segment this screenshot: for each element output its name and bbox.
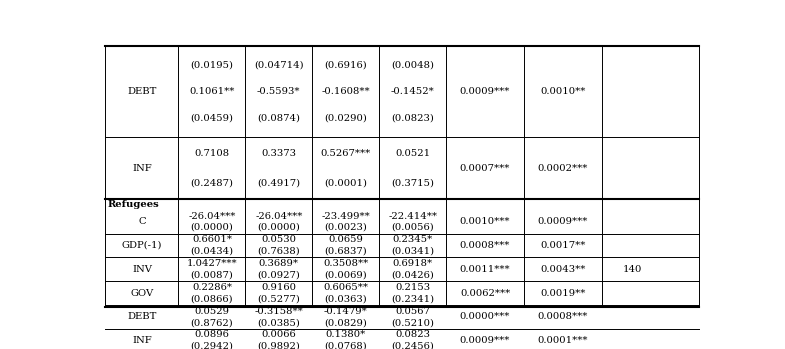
Text: 0.0567: 0.0567 <box>395 307 430 315</box>
Text: 0.6065**: 0.6065** <box>323 283 368 292</box>
Text: (0.0056): (0.0056) <box>391 223 434 232</box>
Text: (0.2341): (0.2341) <box>391 294 434 303</box>
Text: GDP(-1): GDP(-1) <box>122 241 162 250</box>
Text: 0.0066: 0.0066 <box>261 331 296 340</box>
Text: (0.0290): (0.0290) <box>324 113 367 122</box>
Text: (0.0000): (0.0000) <box>257 223 300 232</box>
Text: 0.0008***: 0.0008*** <box>460 241 510 250</box>
Text: 0.0896: 0.0896 <box>195 331 229 340</box>
Text: (0.5210): (0.5210) <box>391 318 434 327</box>
Text: 1.0427***: 1.0427*** <box>187 259 237 268</box>
Text: GOV: GOV <box>130 289 154 298</box>
Text: 0.0002***: 0.0002*** <box>538 164 588 173</box>
Text: C: C <box>138 217 146 226</box>
Text: 0.0659: 0.0659 <box>328 235 363 244</box>
Text: 0.1061**: 0.1061** <box>189 87 235 96</box>
Text: (0.0048): (0.0048) <box>391 61 434 69</box>
Text: DEBT: DEBT <box>127 87 157 96</box>
Text: -26.04***: -26.04*** <box>255 211 302 221</box>
Text: (0.5277): (0.5277) <box>257 294 300 303</box>
Text: 0.6601*: 0.6601* <box>192 235 232 244</box>
Text: 0.0530: 0.0530 <box>261 235 296 244</box>
Text: 0.0017**: 0.0017** <box>540 241 586 250</box>
Text: 0.5267***: 0.5267*** <box>320 149 371 158</box>
Text: (0.0385): (0.0385) <box>257 318 300 327</box>
Text: 0.0010**: 0.0010** <box>540 87 586 96</box>
Text: (0.0001): (0.0001) <box>324 179 367 187</box>
Text: (0.2487): (0.2487) <box>191 179 233 187</box>
Text: 0.0062***: 0.0062*** <box>460 289 510 298</box>
Text: -0.1452*: -0.1452* <box>391 87 435 96</box>
Text: 0.3373: 0.3373 <box>261 149 296 158</box>
Text: 0.0007***: 0.0007*** <box>460 164 510 173</box>
Text: 0.1380*: 0.1380* <box>326 331 366 340</box>
Text: 0.9160: 0.9160 <box>261 283 296 292</box>
Text: 0.7108: 0.7108 <box>195 149 229 158</box>
Text: 0.0529: 0.0529 <box>195 307 229 315</box>
Text: (0.0829): (0.0829) <box>324 318 367 327</box>
Text: 0.0000***: 0.0000*** <box>460 312 510 321</box>
Text: (0.0000): (0.0000) <box>191 223 233 232</box>
Text: INV: INV <box>132 265 152 274</box>
Text: 0.0010***: 0.0010*** <box>460 217 510 226</box>
Text: (0.0874): (0.0874) <box>257 113 301 122</box>
Text: (0.0426): (0.0426) <box>391 270 434 280</box>
Text: 0.2153: 0.2153 <box>395 283 430 292</box>
Text: (0.04714): (0.04714) <box>254 61 304 69</box>
Text: (0.6916): (0.6916) <box>324 61 367 69</box>
Text: (0.3715): (0.3715) <box>391 179 434 187</box>
Text: (0.6837): (0.6837) <box>324 247 367 256</box>
Text: (0.4917): (0.4917) <box>257 179 301 187</box>
Text: 0.2345*: 0.2345* <box>392 235 433 244</box>
Text: -0.3158**: -0.3158** <box>254 307 303 315</box>
Text: 0.2286*: 0.2286* <box>192 283 232 292</box>
Text: (0.0069): (0.0069) <box>324 270 367 280</box>
Text: (0.0341): (0.0341) <box>391 247 434 256</box>
Text: (0.7638): (0.7638) <box>257 247 300 256</box>
Text: (0.0087): (0.0087) <box>191 270 233 280</box>
Text: (0.0823): (0.0823) <box>391 113 434 122</box>
Text: -22.414**: -22.414** <box>388 211 437 221</box>
Text: (0.8762): (0.8762) <box>191 318 233 327</box>
Text: 0.0011***: 0.0011*** <box>460 265 510 274</box>
Text: 140: 140 <box>623 265 642 274</box>
Text: (0.2456): (0.2456) <box>391 342 434 349</box>
Text: 0.0043**: 0.0043** <box>540 265 586 274</box>
Text: INF: INF <box>132 336 152 345</box>
Text: INF: INF <box>132 164 152 173</box>
Text: 0.3508**: 0.3508** <box>323 259 368 268</box>
Text: (0.0023): (0.0023) <box>324 223 367 232</box>
Text: (0.2942): (0.2942) <box>191 342 233 349</box>
Text: (0.0866): (0.0866) <box>191 294 233 303</box>
Text: -0.1479*: -0.1479* <box>324 307 367 315</box>
Text: (0.0927): (0.0927) <box>257 270 300 280</box>
Text: 0.0823: 0.0823 <box>395 331 430 340</box>
Text: (0.0434): (0.0434) <box>190 247 233 256</box>
Text: (0.9892): (0.9892) <box>257 342 300 349</box>
Text: 0.0001***: 0.0001*** <box>538 336 588 345</box>
Text: -0.5593*: -0.5593* <box>257 87 301 96</box>
Text: 0.0019**: 0.0019** <box>540 289 586 298</box>
Text: (0.0363): (0.0363) <box>324 294 367 303</box>
Text: 0.0009***: 0.0009*** <box>538 217 588 226</box>
Text: (0.0459): (0.0459) <box>191 113 233 122</box>
Text: Refugees: Refugees <box>108 200 159 209</box>
Text: 0.0009***: 0.0009*** <box>460 87 510 96</box>
Text: 0.0009***: 0.0009*** <box>460 336 510 345</box>
Text: -23.499**: -23.499** <box>321 211 370 221</box>
Text: 0.6918*: 0.6918* <box>392 259 433 268</box>
Text: 0.3689*: 0.3689* <box>259 259 299 268</box>
Text: -26.04***: -26.04*** <box>188 211 236 221</box>
Text: DEBT: DEBT <box>127 312 157 321</box>
Text: 0.0008***: 0.0008*** <box>538 312 588 321</box>
Text: 0.0521: 0.0521 <box>395 149 430 158</box>
Text: (0.0768): (0.0768) <box>324 342 367 349</box>
Text: -0.1608**: -0.1608** <box>321 87 370 96</box>
Text: (0.0195): (0.0195) <box>191 61 233 69</box>
